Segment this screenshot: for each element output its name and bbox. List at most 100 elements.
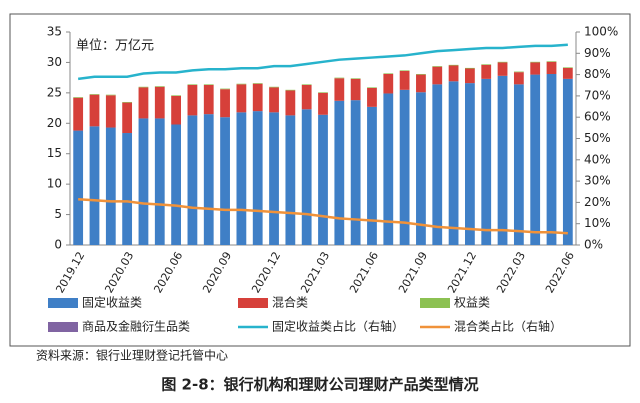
bar-segment bbox=[301, 84, 312, 85]
bar-segment bbox=[334, 77, 345, 79]
x-tick-label: 2021.06 bbox=[347, 250, 381, 296]
bar-segment bbox=[513, 71, 524, 73]
bar-segment bbox=[481, 64, 492, 65]
bar-segment bbox=[416, 73, 426, 75]
bar-segment bbox=[481, 78, 492, 245]
y2-tick-label: 80% bbox=[584, 67, 611, 81]
bar-segment bbox=[203, 84, 214, 85]
chart-frame bbox=[9, 13, 631, 347]
bar-segment bbox=[171, 95, 181, 96]
bar-segment bbox=[138, 86, 149, 88]
bar-segment bbox=[252, 83, 263, 112]
bar-segment bbox=[187, 84, 198, 116]
bar-segment bbox=[105, 127, 116, 245]
bar-segment bbox=[562, 78, 573, 245]
y2-tick-label: 0% bbox=[584, 238, 603, 252]
bar-segment bbox=[154, 86, 165, 119]
bar-segment bbox=[171, 124, 181, 245]
y2-tick-label: 10% bbox=[584, 216, 611, 230]
legend-label: 混合类 bbox=[272, 295, 308, 310]
figure-caption: 图 2-8：银行机构和理财公司理财产品类型情况 bbox=[161, 376, 478, 394]
bar-segment bbox=[350, 78, 361, 79]
bar-segment bbox=[399, 70, 410, 90]
bar-segment bbox=[546, 61, 557, 62]
x-tick-label: 2020.06 bbox=[151, 250, 185, 296]
legend-label: 固定收益类 bbox=[82, 295, 142, 310]
bar-segment bbox=[530, 74, 541, 245]
legend-label: 固定收益类占比（右轴） bbox=[272, 319, 404, 334]
legend-label: 权益类 bbox=[454, 296, 490, 310]
bar-segment bbox=[530, 61, 541, 63]
line-series bbox=[77, 43, 568, 81]
bar-segment bbox=[220, 117, 230, 245]
bar-segment bbox=[367, 87, 377, 107]
bar-segment bbox=[252, 111, 263, 245]
bar-segment bbox=[318, 114, 328, 245]
bar-segment bbox=[269, 87, 279, 113]
y-tick-label: 15 bbox=[47, 146, 62, 160]
bar-segment bbox=[465, 83, 475, 246]
bar-segment bbox=[334, 100, 345, 245]
bar-segment bbox=[432, 66, 443, 67]
y-tick-label: 0 bbox=[54, 238, 62, 252]
bar-segment bbox=[105, 95, 116, 128]
bar-segment bbox=[220, 89, 230, 118]
y-tick-label: 30 bbox=[47, 55, 62, 69]
legend-swatch bbox=[420, 298, 450, 308]
bar-segment bbox=[105, 94, 116, 96]
bar-segment bbox=[154, 86, 165, 87]
bar-segment bbox=[89, 94, 100, 127]
bar-segment bbox=[122, 102, 133, 134]
bar-segment bbox=[171, 95, 181, 125]
bar-segment bbox=[236, 84, 247, 113]
bar-segment bbox=[73, 97, 84, 98]
bar-segment bbox=[236, 83, 247, 85]
bar-segment bbox=[122, 133, 133, 245]
y2-tick-label: 50% bbox=[584, 131, 611, 145]
x-tick-label: 2020.03 bbox=[102, 250, 136, 296]
bar-segment bbox=[269, 112, 279, 246]
bar-segment bbox=[138, 87, 149, 119]
bar-segment bbox=[562, 67, 573, 79]
x-tick-label: 2020.12 bbox=[249, 250, 283, 296]
bar-segment bbox=[383, 73, 394, 94]
bar-segment bbox=[448, 65, 459, 82]
x-tick-label: 2020.09 bbox=[200, 250, 234, 296]
y2-tick-label: 20% bbox=[584, 195, 611, 209]
bar-segment bbox=[530, 62, 541, 75]
bar-segment bbox=[73, 130, 84, 245]
bar-segment bbox=[154, 118, 165, 245]
bar-segment bbox=[367, 87, 377, 88]
bar-segment bbox=[334, 78, 345, 101]
bar-segment bbox=[399, 89, 410, 245]
bar-segment bbox=[465, 68, 475, 84]
bar-segment bbox=[122, 101, 133, 103]
y-tick-label: 20 bbox=[47, 116, 62, 130]
bar-segment bbox=[416, 74, 426, 93]
bar-segment bbox=[285, 90, 296, 116]
legend-swatch bbox=[48, 298, 78, 308]
x-tick-label: 2022.06 bbox=[543, 250, 577, 296]
bar-segment bbox=[301, 84, 312, 110]
y2-tick-label: 70% bbox=[584, 88, 611, 102]
bar-segment bbox=[513, 84, 524, 245]
bar-segment bbox=[432, 84, 443, 245]
y2-tick-label: 60% bbox=[584, 110, 611, 124]
line-series bbox=[78, 197, 568, 235]
y-tick-label: 35 bbox=[47, 25, 62, 39]
y-tick-label: 10 bbox=[47, 177, 62, 191]
y-tick-label: 25 bbox=[47, 85, 62, 99]
unit-annotation: 单位：万亿元 bbox=[76, 39, 154, 54]
bar-segment bbox=[448, 64, 459, 66]
bar-segment bbox=[252, 83, 263, 84]
x-tick-label: 2019.12 bbox=[53, 250, 87, 296]
legend-swatch bbox=[48, 322, 78, 332]
y2-tick-label: 40% bbox=[584, 152, 611, 166]
bar-segment bbox=[236, 112, 247, 246]
bar-segment bbox=[383, 93, 394, 245]
legend-label: 混合类占比（右轴） bbox=[454, 319, 562, 334]
bar-segment bbox=[301, 109, 312, 245]
x-tick-label: 2021.12 bbox=[445, 249, 479, 295]
bar-segment bbox=[448, 81, 459, 246]
bar-segment bbox=[285, 115, 296, 245]
